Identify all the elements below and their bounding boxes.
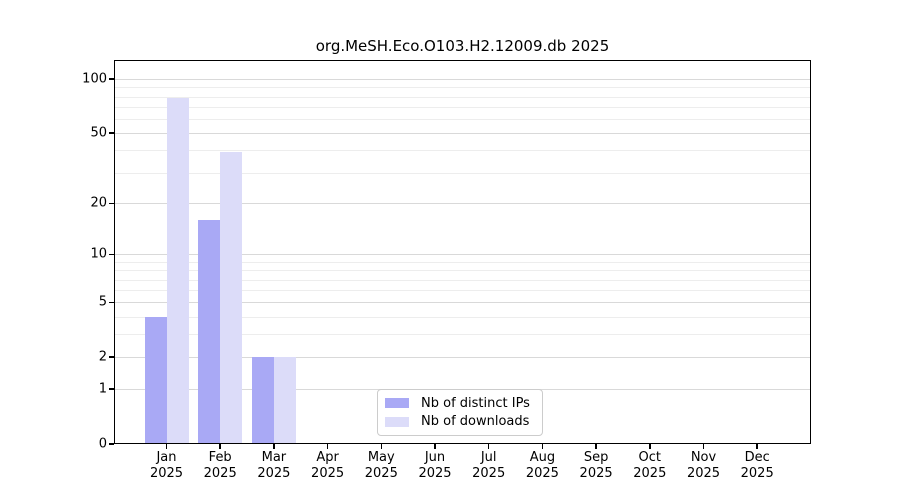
chart-title: org.MeSH.Eco.O103.H2.12009.db 2025 — [315, 37, 610, 55]
x-tick-label: Apr 2025 — [311, 450, 345, 481]
x-tick-label: Dec 2025 — [740, 450, 774, 481]
x-tick-label: Mar 2025 — [257, 450, 291, 481]
y-tick-mark — [109, 443, 114, 445]
gridline-major — [114, 357, 811, 359]
legend-item-distinct-ips: Nb of distinct IPs — [378, 396, 542, 411]
y-tick-label: 10 — [90, 246, 107, 262]
gridline-major — [114, 79, 811, 81]
bar-distinct-ips-feb — [198, 220, 221, 444]
gridline-minor — [114, 107, 811, 109]
bar-downloads-mar — [273, 357, 296, 444]
x-tick-mark — [219, 444, 221, 449]
x-tick-mark — [434, 444, 436, 449]
x-tick-mark — [541, 444, 544, 449]
gridline-minor — [114, 150, 811, 152]
y-tick-label: 50 — [90, 125, 107, 141]
legend-label-downloads: Nb of downloads — [421, 414, 530, 430]
x-tick-label: Jun 2025 — [418, 450, 452, 481]
x-tick-mark — [165, 444, 168, 449]
x-tick-label: Feb 2025 — [203, 450, 237, 481]
y-tick-label: 0 — [98, 436, 107, 452]
gridline-major — [114, 302, 811, 304]
y-tick-label: 2 — [98, 349, 107, 365]
plot-area — [114, 60, 811, 444]
y-tick-mark — [109, 78, 114, 80]
y-tick-mark — [109, 202, 114, 205]
x-tick-label: Aug 2025 — [525, 450, 559, 481]
x-tick-mark — [649, 444, 651, 449]
y-tick-label: 1 — [98, 381, 107, 397]
bar-distinct-ips-mar — [251, 357, 274, 444]
x-tick-label: Jul 2025 — [472, 450, 506, 481]
x-tick-mark — [326, 444, 329, 449]
y-tick-label: 100 — [82, 71, 107, 87]
legend-swatch-distinct-ips — [385, 398, 409, 409]
legend-item-downloads: Nb of downloads — [378, 414, 542, 429]
gridline-minor — [114, 119, 811, 121]
gridline-major — [114, 203, 811, 205]
gridline-minor — [114, 172, 811, 174]
bar-downloads-jan — [166, 97, 189, 444]
x-tick-mark — [756, 444, 758, 449]
x-tick-mark — [273, 444, 275, 449]
x-tick-label: May 2025 — [364, 450, 398, 481]
y-tick-mark — [109, 301, 114, 304]
x-tick-mark — [487, 444, 490, 449]
x-tick-label: Nov 2025 — [686, 450, 721, 481]
x-tick-label: Sep 2025 — [579, 450, 613, 481]
x-tick-label: Jan 2025 — [149, 450, 184, 481]
gridline-minor — [114, 96, 811, 98]
gridline-major — [114, 254, 811, 256]
y-tick-mark — [109, 356, 114, 358]
x-tick-mark — [595, 444, 597, 449]
gridline-major — [114, 133, 811, 135]
x-tick-label: Oct 2025 — [633, 450, 667, 481]
gridline-minor — [114, 279, 811, 281]
y-tick-mark — [109, 132, 114, 134]
gridline-minor — [114, 87, 811, 89]
gridline-minor — [114, 270, 811, 272]
x-tick-mark — [380, 444, 383, 449]
y-tick-mark — [109, 388, 114, 390]
gridline-minor — [114, 334, 811, 336]
bar-downloads-feb — [220, 152, 243, 444]
y-tick-label: 5 — [98, 294, 107, 310]
gridline-minor — [114, 290, 811, 292]
bar-distinct-ips-jan — [144, 316, 167, 444]
gridline-minor — [114, 262, 811, 263]
x-tick-mark — [702, 444, 705, 449]
legend: Nb of distinct IPs Nb of downloads — [377, 389, 543, 436]
gridline-minor — [114, 316, 811, 318]
legend-swatch-downloads — [385, 416, 409, 427]
legend-label-distinct-ips: Nb of distinct IPs — [421, 395, 530, 411]
y-tick-label: 20 — [90, 195, 107, 211]
y-tick-mark — [109, 253, 114, 256]
